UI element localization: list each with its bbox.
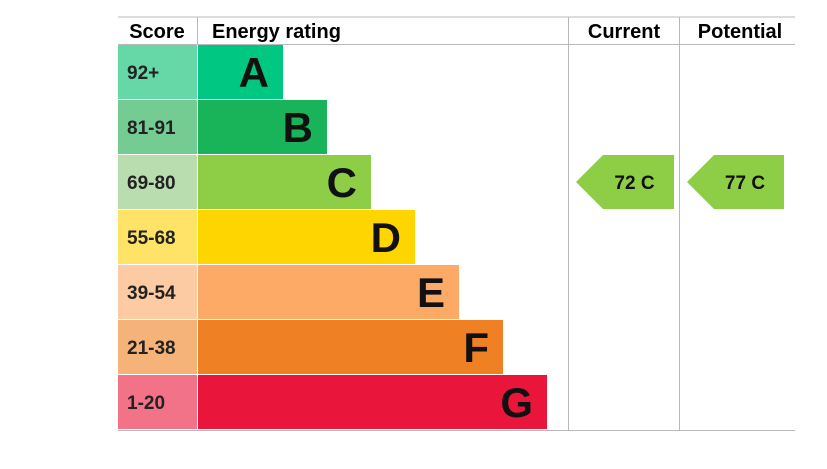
rating-bands: 92+ A 81-91 B 69-80 C 55-68 D 39-54 E 21-38 F 1-20 G bbox=[118, 45, 547, 429]
score-range-cell-a bbox=[118, 45, 197, 99]
rating-bar-g bbox=[198, 375, 547, 429]
rating-letter-c: C bbox=[327, 159, 357, 206]
rating-bar-b bbox=[198, 100, 327, 154]
rating-markers: 72 C 77 C bbox=[576, 155, 784, 209]
score-range-cell-c bbox=[118, 155, 197, 209]
rating-letter-b: B bbox=[283, 104, 313, 151]
score-range-cell-g bbox=[118, 375, 197, 429]
rating-bar-c bbox=[198, 155, 371, 209]
rating-bar-e bbox=[198, 265, 459, 319]
potential-marker bbox=[687, 155, 784, 209]
header-potential: Potential bbox=[698, 21, 782, 43]
score-range-label-b: 81-91 bbox=[127, 118, 176, 139]
score-range-label-a: 92+ bbox=[127, 63, 159, 84]
rating-bar-f bbox=[198, 320, 503, 374]
rating-letter-g: G bbox=[500, 379, 533, 426]
score-range-label-e: 39-54 bbox=[127, 283, 176, 304]
rating-letter-a: A bbox=[239, 49, 269, 96]
header-current: Current bbox=[588, 21, 661, 43]
rating-letter-d: D bbox=[371, 214, 401, 261]
potential-marker-label: 77 C bbox=[725, 173, 765, 194]
score-range-cell-f bbox=[118, 320, 197, 374]
score-range-cell-d bbox=[118, 210, 197, 264]
current-marker bbox=[576, 155, 674, 209]
score-range-label-f: 21-38 bbox=[127, 338, 176, 359]
rating-letter-e: E bbox=[417, 269, 445, 316]
rating-bar-a bbox=[198, 45, 283, 99]
rating-letter-f: F bbox=[463, 324, 489, 371]
score-range-cell-e bbox=[118, 265, 197, 319]
score-range-label-d: 55-68 bbox=[127, 228, 176, 249]
header-energy-rating: Energy rating bbox=[212, 21, 341, 43]
score-range-cell-b bbox=[118, 100, 197, 154]
header-score: Score bbox=[129, 21, 185, 43]
score-range-label-g: 1-20 bbox=[127, 393, 165, 414]
score-range-label-c: 69-80 bbox=[127, 173, 176, 194]
current-marker-label: 72 C bbox=[614, 173, 654, 194]
rating-bar-d bbox=[198, 210, 415, 264]
